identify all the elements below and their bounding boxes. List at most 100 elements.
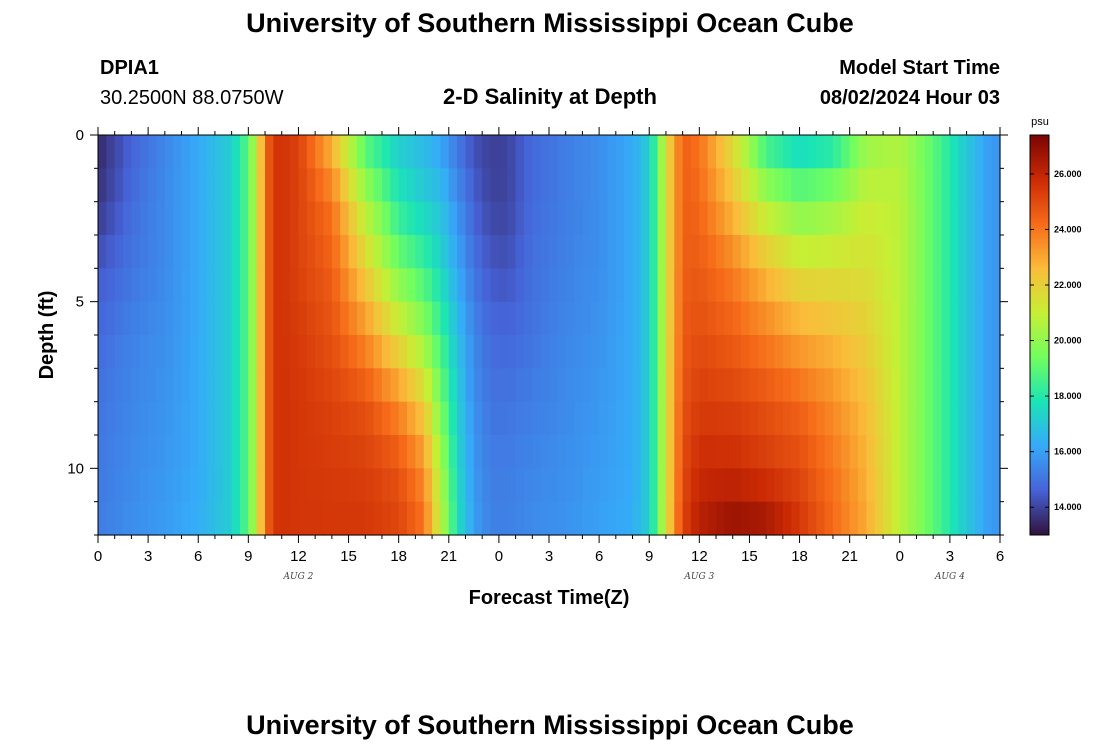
heatmap-cell <box>507 468 517 503</box>
heatmap-cell <box>874 335 884 369</box>
heatmap-cell <box>782 501 792 536</box>
heatmap-cell <box>214 501 224 536</box>
heatmap-cell <box>665 301 675 336</box>
heatmap-cell <box>983 301 993 336</box>
heatmap-cell <box>565 235 575 269</box>
heatmap-cell <box>381 268 391 303</box>
heatmap-cell <box>582 435 592 469</box>
heatmap-cell <box>858 168 867 203</box>
heatmap-cell <box>348 335 358 369</box>
heatmap-cell <box>991 301 1001 336</box>
heatmap-cell <box>398 435 408 469</box>
heatmap-cell <box>665 501 675 536</box>
heatmap-cell <box>340 468 350 503</box>
heatmap-cell <box>665 368 675 403</box>
heatmap-cell <box>265 368 274 403</box>
heatmap-cell <box>231 268 241 303</box>
heatmap-cell <box>173 168 183 203</box>
heatmap-cell <box>323 201 333 236</box>
heatmap-cell <box>407 135 416 169</box>
heatmap-cell <box>465 268 475 303</box>
heatmap-cell <box>273 201 283 236</box>
heatmap-cell <box>899 501 909 536</box>
heatmap-cell <box>682 201 692 236</box>
heatmap-cell <box>615 268 625 303</box>
heatmap-cell <box>574 168 584 203</box>
heatmap-cell <box>983 335 993 369</box>
heatmap-cell <box>624 468 634 503</box>
heatmap-cell <box>916 235 926 269</box>
heatmap-cell <box>198 501 208 536</box>
heatmap-cell <box>123 268 133 303</box>
heatmap-cell <box>164 435 174 469</box>
x-tick-label: 0 <box>495 548 503 565</box>
heatmap-cell <box>849 235 859 269</box>
heatmap-cell <box>523 268 533 303</box>
heatmap-cell <box>674 201 684 236</box>
heatmap-cell <box>290 335 300 369</box>
colorbar-tick-label: 18.000 <box>1054 391 1082 401</box>
heatmap-cell <box>390 268 400 303</box>
heatmap-cell <box>540 201 550 236</box>
heatmap-cell <box>908 435 918 469</box>
heatmap-cell <box>540 168 550 203</box>
heatmap-cell <box>515 368 525 403</box>
heatmap-cell <box>398 368 408 403</box>
heatmap-cell <box>941 468 951 503</box>
heatmap-cell <box>306 401 316 436</box>
heatmap-cell <box>966 401 976 436</box>
heatmap-cell <box>139 268 149 303</box>
heatmap-cell <box>340 401 350 436</box>
heatmap-cell <box>899 268 909 303</box>
heatmap-cell <box>148 401 158 436</box>
heatmap-cell <box>807 235 817 269</box>
heatmap-cell <box>356 301 366 336</box>
heatmap-cell <box>615 301 625 336</box>
heatmap-cell <box>448 301 458 336</box>
heatmap-cell <box>782 168 792 203</box>
heatmap-cell <box>540 301 550 336</box>
colorbar-tick-label: 24.000 <box>1054 224 1082 234</box>
heatmap-cell <box>682 301 692 336</box>
heatmap-cell <box>858 301 867 336</box>
heatmap-cell <box>540 501 550 536</box>
heatmap-cell <box>549 501 558 536</box>
heatmap-cell <box>732 368 742 403</box>
heatmap-cell <box>223 268 233 303</box>
heatmap-cell <box>941 401 951 436</box>
heatmap-cell <box>340 368 350 403</box>
heatmap-cell <box>532 501 542 536</box>
heatmap-cell <box>866 335 876 369</box>
heatmap-cell <box>699 301 709 336</box>
heatmap-cell <box>214 435 224 469</box>
heatmap-cell <box>223 368 233 403</box>
heatmap-cell <box>674 235 684 269</box>
heatmap-cell <box>457 501 467 536</box>
heatmap-cell <box>123 401 133 436</box>
heatmap-cell <box>966 235 976 269</box>
heatmap-cell <box>615 135 625 169</box>
heatmap-cell <box>908 301 918 336</box>
heatmap-cell <box>206 435 216 469</box>
heatmap-cell <box>624 335 634 369</box>
heatmap-cell <box>657 135 667 169</box>
heatmap-cell <box>473 268 483 303</box>
heatmap-cell <box>214 368 224 403</box>
heatmap-cell <box>281 468 291 503</box>
heatmap-cell <box>732 235 742 269</box>
heatmap-cell <box>390 135 400 169</box>
heatmap-cell <box>290 135 300 169</box>
heatmap-cell <box>858 201 867 236</box>
heatmap-cell <box>306 201 316 236</box>
heatmap-cell <box>290 435 300 469</box>
heatmap-cell <box>674 301 684 336</box>
heatmap-cell <box>599 168 609 203</box>
heatmap-cell <box>966 335 976 369</box>
heatmap-cell <box>265 468 274 503</box>
heatmap-cell <box>331 468 341 503</box>
heatmap-cell <box>139 335 149 369</box>
heatmap-cell <box>899 468 909 503</box>
heatmap-cell <box>239 168 249 203</box>
heatmap-cell <box>649 235 659 269</box>
heatmap-cell <box>607 401 617 436</box>
